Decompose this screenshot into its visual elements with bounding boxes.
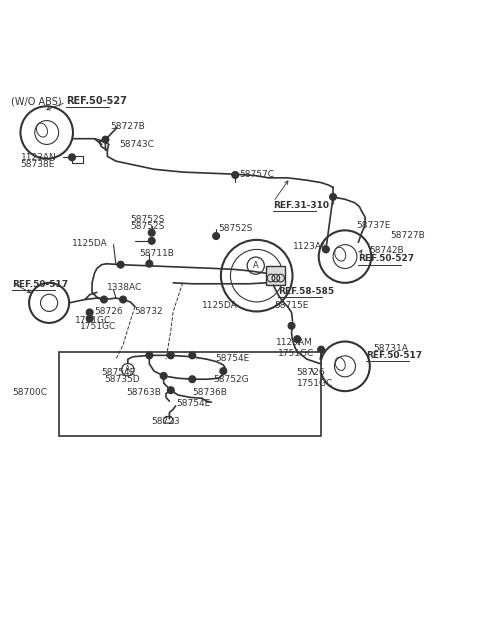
Text: 1125DA: 1125DA [202, 301, 238, 310]
Text: 58738E: 58738E [21, 160, 55, 169]
Circle shape [307, 370, 314, 377]
Circle shape [168, 352, 174, 359]
Circle shape [86, 315, 93, 322]
Text: REF.58-585: REF.58-585 [278, 287, 334, 296]
Text: A: A [253, 261, 259, 270]
Bar [72, 156, 83, 162]
Text: 58752S: 58752S [130, 215, 165, 224]
Circle shape [69, 154, 75, 160]
Circle shape [299, 352, 305, 359]
Circle shape [86, 309, 93, 316]
Text: 1751GC: 1751GC [278, 349, 314, 358]
Circle shape [323, 246, 329, 253]
Text: 1338AC: 1338AC [108, 283, 143, 292]
Text: 58726: 58726 [95, 307, 123, 316]
Circle shape [308, 365, 315, 372]
Text: 58723: 58723 [151, 417, 180, 426]
Text: 58752G: 58752G [213, 375, 249, 384]
Text: 58737E: 58737E [356, 221, 390, 230]
Text: 58757C: 58757C [239, 169, 274, 178]
Circle shape [120, 296, 126, 303]
Circle shape [330, 194, 336, 200]
Circle shape [148, 238, 155, 244]
Text: 1751GC: 1751GC [297, 379, 334, 388]
Circle shape [148, 229, 155, 236]
Bar [59, 352, 321, 435]
Circle shape [189, 376, 196, 383]
Text: REF.50-527: REF.50-527 [66, 96, 127, 107]
Circle shape [146, 352, 153, 359]
Text: 1751GC: 1751GC [75, 316, 112, 325]
Text: 58742B: 58742B [369, 246, 404, 255]
Text: 58711B: 58711B [139, 248, 174, 257]
Text: 1123AN: 1123AN [21, 153, 56, 162]
Circle shape [189, 352, 196, 359]
Text: 58727B: 58727B [110, 122, 145, 131]
Text: 58731A: 58731A [373, 343, 408, 352]
Text: 58763B: 58763B [126, 388, 161, 397]
Circle shape [213, 232, 219, 239]
Text: 58736B: 58736B [192, 388, 227, 397]
Circle shape [102, 136, 109, 143]
Text: 58754E: 58754E [215, 354, 250, 363]
Text: 58754E: 58754E [102, 368, 136, 377]
Circle shape [168, 387, 174, 394]
Text: 58752S: 58752S [218, 225, 253, 234]
Text: 58732: 58732 [134, 307, 163, 316]
Text: (W/O ABS): (W/O ABS) [11, 96, 61, 107]
Text: REF.50-527: REF.50-527 [359, 254, 414, 263]
Circle shape [232, 171, 239, 178]
Text: A: A [125, 365, 131, 374]
Text: 1125DA: 1125DA [72, 239, 108, 248]
Text: 58715E: 58715E [275, 301, 309, 310]
Text: 58752S: 58752S [130, 222, 165, 231]
Bar [266, 266, 285, 285]
Circle shape [288, 322, 295, 329]
Circle shape [294, 336, 300, 342]
Circle shape [146, 261, 153, 267]
Text: 58727B: 58727B [390, 230, 425, 239]
Circle shape [117, 261, 124, 268]
Text: 1123AN: 1123AN [292, 241, 328, 250]
Text: 58754E: 58754E [176, 399, 210, 408]
Text: REF.31-310: REF.31-310 [274, 201, 329, 210]
Text: 58726: 58726 [296, 368, 325, 377]
Text: 1123AM: 1123AM [276, 338, 312, 347]
Circle shape [220, 368, 227, 374]
Text: 1751GC: 1751GC [80, 322, 116, 331]
Text: REF.50-517: REF.50-517 [12, 280, 68, 289]
Circle shape [101, 296, 108, 303]
Text: 58743C: 58743C [120, 140, 155, 149]
Text: REF.50-517: REF.50-517 [366, 351, 422, 360]
Circle shape [160, 372, 167, 379]
Text: 58735D: 58735D [104, 375, 140, 384]
Text: 58700C: 58700C [12, 388, 47, 397]
Circle shape [318, 346, 324, 353]
